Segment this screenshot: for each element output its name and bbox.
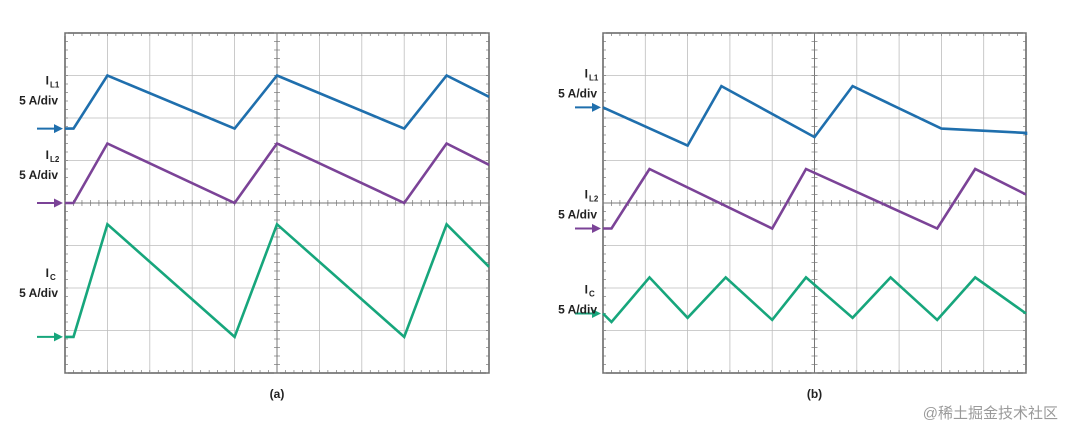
ground-marker-arrow-head [54,332,63,342]
series-label-subscript: L1 [50,81,60,90]
series-line-l2 [65,141,490,205]
ground-marker-arrow-head [592,224,601,233]
series-label-subscript: L1 [589,73,599,82]
ground-marker-arrow-head [592,102,601,112]
series-label-subscript: L2 [50,155,60,164]
series-label-subscript: L2 [589,195,599,204]
series-label: I [585,188,588,202]
watermark-text: @稀土掘金技术社区 [923,405,1058,422]
series-label-subscript: C [589,290,595,299]
ground-marker-arrow-head [54,198,63,208]
series-label: I [46,74,49,88]
series-line-l2 [603,167,1027,231]
panel-caption: (b) [807,387,822,401]
ground-marker-arrow-head [592,309,601,318]
series-scale-label: 5 A/div [558,303,597,317]
series-label: I [46,266,49,280]
series-scale-label: 5 A/div [558,208,597,222]
series-label-subscript: C [50,273,56,282]
series-label: I [585,283,588,297]
series-scale-label: 5 A/div [19,286,58,300]
series-line-c [65,221,490,340]
series-label: I [46,148,49,162]
series-scale-label: 5 A/div [19,168,58,182]
series-line-c [602,275,1027,324]
ground-marker-arrow-head [54,124,63,134]
panel-caption: (a) [270,387,285,401]
series-line-l1 [602,84,1028,148]
series-line-l1 [65,73,490,131]
series-label: I [585,66,588,80]
series-scale-label: 5 A/div [558,86,597,100]
series-scale-label: 5 A/div [19,94,58,108]
